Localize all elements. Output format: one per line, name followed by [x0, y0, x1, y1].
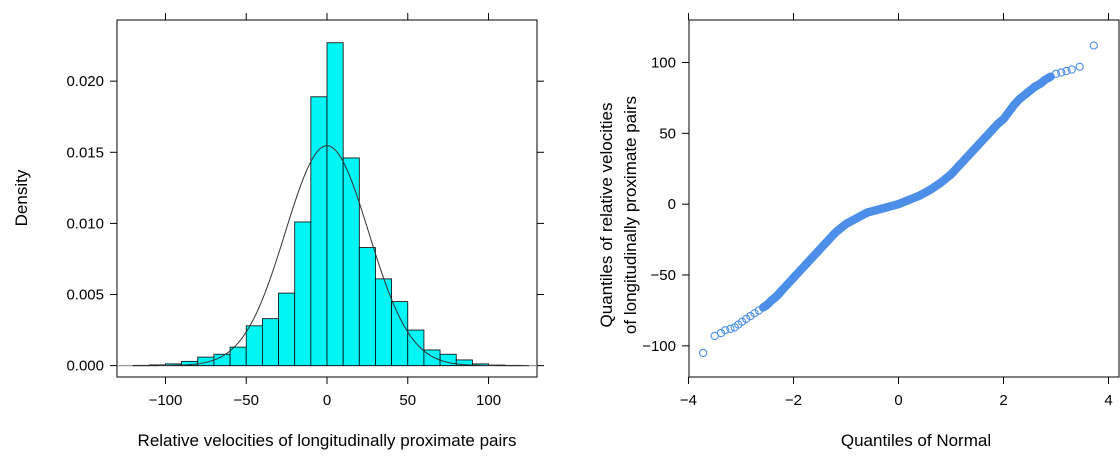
qq-point: [726, 324, 735, 333]
qq-x-tick-label: 4: [1104, 392, 1112, 409]
qq-point: [742, 314, 751, 324]
histogram-bar: [358, 247, 376, 367]
qq-points: [699, 41, 1098, 358]
qq-point: [746, 311, 755, 321]
qq-y-tick-label: 50: [659, 125, 676, 142]
qq-point: [737, 317, 747, 326]
histogram-bar: [229, 346, 247, 367]
histogram-panel: −100 −50 0 50 100 0.0000.0050.0100.0150.020 …: [12, 13, 544, 450]
histogram-bar: [326, 42, 344, 367]
qq-y-tick-label: 0: [668, 196, 676, 213]
histogram-x-tick-label: −100: [149, 392, 183, 409]
qq-x-tick-label: −2: [785, 392, 802, 409]
qq-plot-frame: [688, 19, 1120, 378]
histogram-bar: [391, 301, 409, 367]
histogram-bar: [294, 221, 312, 367]
histogram-bar: [310, 96, 328, 367]
histogram-y-axis-title: Density: [12, 169, 31, 226]
qq-y-axis: −100 −50 0 50 100: [642, 55, 689, 355]
qq-x-tick-label: 0: [894, 392, 902, 409]
normal-density-curve: [133, 145, 529, 367]
qq-point: [699, 348, 708, 358]
histogram-y-axis: 0.000 0.005 0.010 0.015 0.020: [66, 73, 117, 375]
qq-y-tick-label: −100: [642, 338, 676, 355]
qq-x-axis: −4 −2 0 2 4: [680, 377, 1113, 409]
histogram-bars: [132, 42, 522, 367]
histogram-x-axis: −100 −50 0 50 100: [149, 377, 501, 409]
qq-point: [1057, 68, 1066, 77]
histogram-y-tick-label: 0.005: [66, 287, 104, 304]
qq-y-axis-title-line-2: of longitudinally proximate pairs: [621, 96, 640, 334]
qq-point: [1075, 62, 1084, 71]
qq-point: [1062, 66, 1071, 76]
histogram-bar: [261, 318, 279, 367]
qq-y-tick-label: −50: [651, 267, 676, 284]
histogram-x-tick-label: 50: [399, 392, 416, 409]
qq-y-axis-title-line-1: Quantiles of relative velocities: [597, 103, 616, 328]
histogram-x-tick-label: 100: [476, 392, 501, 409]
qq-point: [721, 326, 730, 335]
histogram-bar: [455, 359, 473, 367]
qq-top-ticks: [687, 13, 1109, 20]
histogram-y-tick-label: 0.000: [66, 358, 104, 375]
histogram-x-tick-label: 0: [323, 392, 331, 409]
qq-point: [750, 309, 759, 318]
histogram-top-ticks: [164, 13, 490, 20]
qq-x-tick-label: 2: [999, 392, 1007, 409]
qq-point: [1051, 69, 1061, 78]
histogram-right-ticks: [537, 80, 544, 367]
histogram-y-tick-label: 0.020: [66, 73, 104, 90]
qq-point: [1067, 65, 1076, 74]
histogram-y-tick-label: 0.010: [66, 215, 104, 232]
histogram-bar: [278, 292, 296, 367]
qq-plot-panel: −4 −2 0 2 4 −100 −50 0 50 100 Quantiles of Norma…: [597, 13, 1120, 450]
qq-y-tick-label: 100: [651, 55, 676, 72]
qq-x-tick-label: −4: [680, 392, 697, 409]
histogram-y-tick-label: 0.015: [66, 144, 104, 161]
histogram-bar: [342, 157, 360, 367]
histogram-bar: [245, 325, 263, 367]
histogram-bar: [375, 278, 393, 367]
histogram-x-tick-label: −50: [234, 392, 259, 409]
qq-point: [1089, 41, 1098, 50]
histogram-bar: [407, 329, 425, 367]
qq-point: [716, 328, 726, 338]
qq-x-axis-title: Quantiles of Normal: [841, 431, 991, 450]
histogram-x-axis-title: Relative velocities of longitudinally pr…: [138, 431, 517, 450]
